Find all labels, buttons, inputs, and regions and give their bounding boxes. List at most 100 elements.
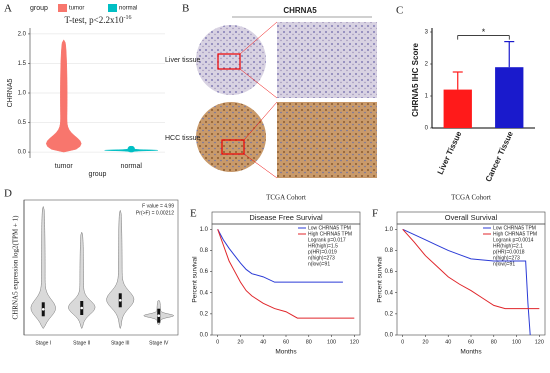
legend-label: Low CHRNA5 TPM	[493, 225, 536, 231]
legend-title: group	[30, 5, 48, 12]
panel-label: C	[396, 5, 403, 17]
y-tick-label: 0.0	[385, 333, 394, 339]
panel-label: B	[182, 3, 189, 15]
annotation: T-test, p<2.2x10-16	[65, 15, 132, 25]
stat-text: p(HR)=0.0018	[493, 249, 525, 255]
x-tick-label: 100	[327, 339, 336, 345]
y-tick-label: 0.2	[385, 311, 394, 317]
stat-text: HR(high)=1.5	[308, 243, 338, 249]
chart-title: Overall Survival	[445, 213, 498, 222]
y-tick-label: 1	[425, 94, 429, 100]
y-tick-label: 1.5	[18, 61, 27, 67]
legend-label: normal	[119, 6, 137, 12]
y-axis-label: CHRNA5 expression log2(TPM + 1)	[12, 215, 20, 320]
zoom-box	[217, 53, 241, 70]
survival-curve	[217, 229, 355, 319]
zoom-box	[221, 139, 245, 155]
y-tick-label: 0.4	[200, 290, 209, 296]
y-tick-label: 1.0	[18, 91, 27, 97]
x-axis-label: Months	[275, 349, 297, 356]
x-tick-label: 100	[512, 339, 521, 345]
legend-label: Low CHRNA5 TPM	[308, 225, 351, 231]
x-tick-label: 80	[306, 339, 312, 345]
chart-title: Disease Free Survival	[249, 213, 323, 222]
y-tick-label: 3	[425, 30, 429, 36]
violin	[106, 209, 135, 330]
zoom-line	[243, 153, 278, 179]
y-tick-label: 0	[425, 126, 429, 132]
y-tick-label: 0.6	[200, 269, 209, 275]
stat-text: Logrank p=0.0014	[493, 237, 534, 243]
median	[157, 314, 161, 318]
violin	[68, 231, 96, 330]
bar	[443, 89, 472, 128]
y-axis-label: Percent survival	[192, 256, 199, 303]
zoom-line	[239, 21, 278, 55]
row-label: HCC tissue	[165, 135, 201, 142]
x-tick-label: Cancer Tissue	[484, 129, 515, 183]
y-tick-label: 1.0	[385, 227, 394, 233]
zoom-line	[239, 68, 278, 99]
y-tick-label: 0.8	[200, 248, 209, 254]
legend-label: High CHRNA5 TPM	[308, 231, 352, 237]
stat-text: n(high)=273	[493, 255, 520, 261]
x-tick-label: 60	[468, 339, 474, 345]
violin	[30, 205, 56, 330]
legend-swatch	[108, 4, 117, 12]
legend-swatch	[58, 4, 67, 12]
panel-label: D	[4, 188, 12, 200]
stat-text: n(low)=91	[308, 261, 330, 267]
x-tick-label: Stage II	[73, 340, 90, 346]
x-tick-label: 20	[237, 339, 243, 345]
x-tick-label: normal	[121, 163, 143, 170]
y-tick-label: 1.0	[200, 227, 209, 233]
y-tick-label: 0.0	[200, 333, 209, 339]
x-tick-label: 0	[216, 339, 219, 345]
supertitle: TCGA Cohort	[451, 194, 491, 202]
median	[41, 307, 45, 311]
liver-core	[196, 25, 266, 95]
y-axis-label: CHRNA5 IHC Score	[411, 43, 420, 117]
x-axis-label: group	[89, 171, 107, 178]
survival-curve	[402, 228, 531, 336]
violin	[45, 39, 82, 153]
y-tick-label: 0.0	[18, 150, 27, 156]
supertitle: TCGA Cohort	[266, 194, 306, 202]
x-tick-label: 60	[283, 339, 289, 345]
x-tick-label: 120	[350, 339, 359, 345]
x-tick-label: 120	[535, 339, 544, 345]
annotation: F value = 4.99	[142, 203, 174, 209]
survival-curve	[217, 229, 343, 283]
y-tick-label: 0.8	[385, 248, 394, 254]
liver-zoom	[277, 22, 377, 98]
stat-text: p(HR)=0.019	[308, 249, 337, 255]
image-panel: CHRNA5 Liver tissue HCC tissue	[165, 6, 377, 179]
image-title: CHRNA5	[283, 6, 317, 15]
stat-text: n(high)=273	[308, 255, 335, 261]
y-tick-label: 0.6	[385, 269, 394, 275]
annotation-exponent: -16	[124, 15, 132, 21]
y-axis-label: CHRNA5	[7, 79, 14, 108]
significance-bracket	[457, 35, 510, 40]
x-axis-label: Months	[460, 349, 482, 356]
x-tick-label: Stage I	[35, 340, 51, 346]
hcc-core	[196, 102, 266, 172]
median	[80, 306, 84, 310]
row-label: Liver tissue	[165, 57, 201, 64]
x-tick-label: 20	[422, 339, 428, 345]
stat-text: n(low)=91	[493, 261, 515, 267]
y-tick-label: 2.0	[18, 31, 27, 37]
survival-curve	[402, 228, 540, 310]
x-tick-label: tumor	[55, 163, 74, 170]
panel-label: A	[4, 3, 12, 15]
annotation: Pr(>F) = 0.00212	[136, 210, 174, 216]
bar	[495, 67, 524, 128]
y-tick-label: 2	[425, 62, 429, 68]
x-tick-label: Stage IV	[149, 340, 169, 346]
stat-text: HR(high)=2.1	[493, 243, 523, 249]
panel-label: F	[372, 208, 378, 220]
x-tick-label: 80	[491, 339, 497, 345]
x-tick-label: Stage III	[111, 340, 130, 346]
x-tick-label: 40	[445, 339, 451, 345]
